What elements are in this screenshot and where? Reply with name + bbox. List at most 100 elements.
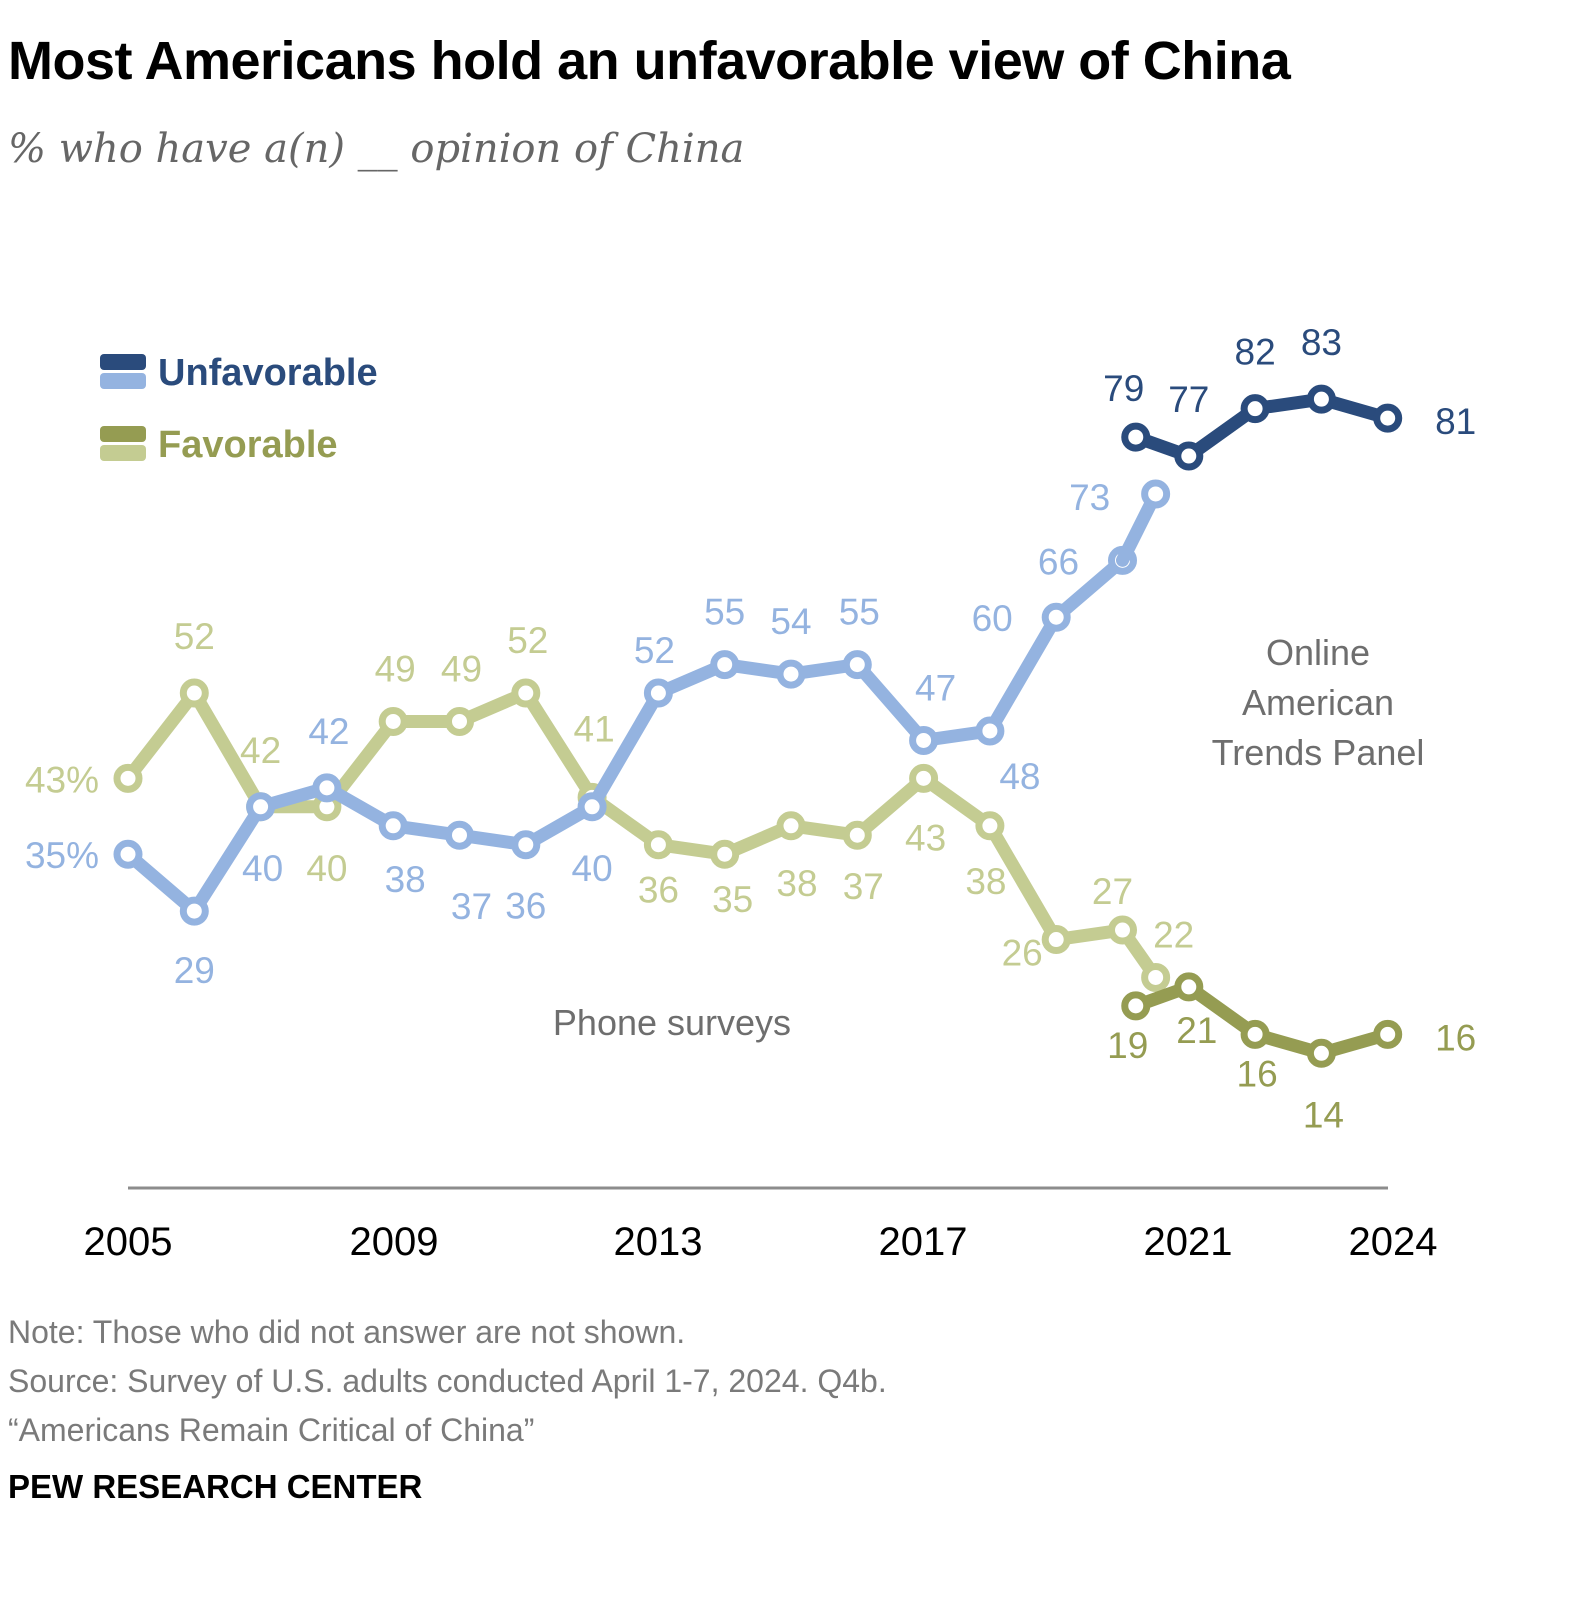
- legend-swatch-favorable-phone: [100, 445, 146, 461]
- data-point: [975, 811, 1005, 841]
- data-label: 21: [1176, 1010, 1217, 1051]
- data-point: [1041, 925, 1071, 955]
- data-label: 52: [174, 616, 215, 657]
- data-point: [909, 725, 939, 755]
- brand-logo-text: PEW RESEARCH CENTER: [8, 1468, 423, 1505]
- data-point: [1141, 962, 1171, 992]
- data-label: 43: [905, 817, 946, 858]
- data-label: 52: [507, 620, 548, 661]
- annotation-online-line-2: American: [1242, 682, 1394, 723]
- data-label: 35%: [25, 835, 99, 876]
- data-point: [975, 716, 1005, 746]
- data-point: [1108, 915, 1137, 945]
- data-label: 14: [1303, 1094, 1344, 1135]
- data-label: 27: [1092, 871, 1133, 912]
- data-point: [710, 650, 740, 680]
- data-point: [577, 792, 607, 822]
- data-point: [1240, 394, 1270, 424]
- data-point: [179, 896, 209, 926]
- data-point: [842, 650, 872, 680]
- data-label: 48: [999, 756, 1040, 797]
- chart-title: Most Americans hold an unfavorable view …: [8, 31, 1291, 91]
- data-label: 49: [375, 648, 416, 689]
- data-point: [113, 763, 143, 793]
- data-label: 41: [574, 708, 615, 749]
- data-point: [1121, 422, 1151, 452]
- data-point: [1174, 441, 1204, 471]
- annotation-phone-surveys: Phone surveys: [553, 1002, 791, 1043]
- data-point: [1306, 384, 1336, 414]
- legend-swatch-favorable-online: [100, 426, 146, 442]
- data-point: [378, 811, 408, 841]
- data-label: 42: [308, 711, 349, 752]
- data-point: [1041, 602, 1071, 632]
- data-label: 79: [1103, 368, 1144, 409]
- legend-swatch-unfavorable-phone: [100, 373, 146, 389]
- legend-label-unfavorable: Unfavorable: [158, 352, 378, 394]
- series-unfavorable-phone-surveys: [113, 545, 1137, 926]
- x-tick-2024: 2024: [1349, 1220, 1438, 1264]
- series-layer: [113, 384, 1403, 1068]
- series-line: [121, 553, 1129, 918]
- data-point: [1373, 1019, 1403, 1049]
- footnote-source: Source: Survey of U.S. adults conducted …: [8, 1363, 887, 1399]
- data-label: 66: [1038, 541, 1079, 582]
- data-point: [710, 839, 740, 869]
- data-label: 83: [1301, 322, 1342, 363]
- x-tick-2021: 2021: [1144, 1220, 1233, 1264]
- data-label: 40: [242, 848, 283, 889]
- data-label: 38: [965, 861, 1006, 902]
- data-point: [1240, 1019, 1270, 1049]
- data-point: [113, 839, 143, 869]
- data-point: [643, 830, 673, 860]
- data-point: [909, 763, 939, 793]
- data-label: 40: [572, 848, 613, 889]
- data-label: 37: [451, 886, 492, 927]
- data-point: [1141, 479, 1171, 509]
- data-label: 43%: [25, 759, 99, 800]
- data-point: [378, 706, 408, 736]
- data-label: 81: [1435, 401, 1476, 442]
- data-label: 35: [712, 879, 753, 920]
- legend: Unfavorable Favorable: [100, 352, 378, 466]
- data-point: [246, 792, 276, 822]
- annotation-online-line-1: Online: [1266, 632, 1370, 673]
- data-label: 37: [843, 866, 884, 907]
- data-label: 26: [1002, 933, 1043, 974]
- series-unfavorable-online-american-trends-panel: [1121, 384, 1403, 471]
- data-point: [511, 678, 541, 708]
- data-label: 77: [1168, 379, 1209, 420]
- series-favorable-online-american-trends-panel: [1121, 972, 1403, 1068]
- data-label: 82: [1235, 332, 1276, 373]
- data-label: 19: [1107, 1025, 1148, 1066]
- data-label-layer: 43% 52 42 40 49 49 52 41 36 35 38 37 43 38 26 27 22 35% 29…: [25, 322, 1476, 1135]
- data-point: [511, 830, 541, 860]
- x-tick-2009: 2009: [350, 1220, 439, 1264]
- data-point: [179, 678, 209, 708]
- x-tick-2017: 2017: [879, 1220, 968, 1264]
- footnote-report-title: “Americans Remain Critical of China”: [8, 1412, 535, 1448]
- data-label: 60: [972, 598, 1013, 639]
- data-label: 16: [1435, 1017, 1476, 1058]
- x-tick-2005: 2005: [84, 1220, 173, 1264]
- data-point: [445, 706, 474, 736]
- data-point: [1174, 972, 1204, 1002]
- x-tick-2013: 2013: [614, 1220, 703, 1264]
- x-axis-ticks: 2005 2009 2013 2017 2021 2024: [84, 1220, 1438, 1264]
- chart-subtitle: % who have a(n) __ opinion of China: [8, 126, 745, 172]
- data-label: 38: [776, 863, 817, 904]
- data-label: 40: [306, 848, 347, 889]
- data-label: 55: [704, 592, 745, 633]
- data-label: 16: [1237, 1053, 1278, 1094]
- data-point: [776, 811, 806, 841]
- legend-swatch-unfavorable-online: [100, 354, 146, 370]
- data-label: 22: [1153, 914, 1194, 955]
- annotation-online-line-3: Trends Panel: [1212, 732, 1425, 773]
- series-unfavorable-phone-surveys-2020-second-wave: [1116, 479, 1171, 567]
- data-label: 54: [770, 601, 811, 642]
- data-label: 52: [634, 630, 675, 671]
- data-point: [842, 820, 872, 850]
- data-label: 29: [174, 950, 215, 991]
- data-label: 47: [915, 667, 956, 708]
- data-point: [1306, 1038, 1336, 1068]
